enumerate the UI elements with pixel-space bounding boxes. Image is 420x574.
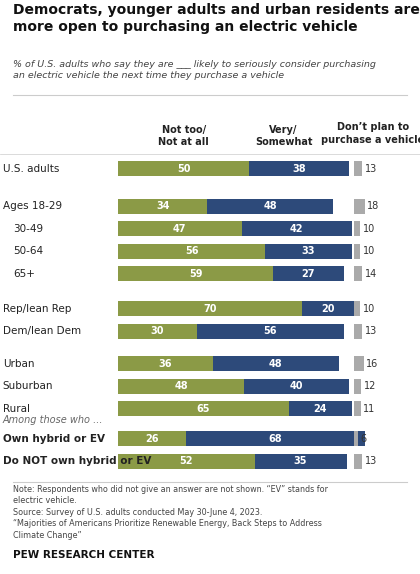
Text: 48: 48 xyxy=(174,381,188,391)
Bar xyxy=(213,356,339,371)
Text: Dem/lean Dem: Dem/lean Dem xyxy=(3,326,81,336)
Bar xyxy=(354,161,362,176)
Bar xyxy=(302,301,354,316)
Text: 56: 56 xyxy=(185,246,198,256)
Bar xyxy=(118,161,249,176)
Text: 27: 27 xyxy=(302,269,315,278)
Text: 65+: 65+ xyxy=(13,269,35,278)
Text: 47: 47 xyxy=(173,224,186,234)
Text: 14: 14 xyxy=(365,269,377,278)
Bar xyxy=(289,401,352,416)
Text: 10: 10 xyxy=(363,224,375,234)
Text: Among those who ...: Among those who ... xyxy=(3,415,103,425)
Text: Rep/lean Rep: Rep/lean Rep xyxy=(3,304,71,314)
Text: 38: 38 xyxy=(292,164,306,173)
Bar xyxy=(118,454,255,469)
Text: Note: Respondents who did not give an answer are not shown. “EV” stands for
elec: Note: Respondents who did not give an an… xyxy=(13,485,328,540)
Bar xyxy=(354,199,365,214)
Text: Do NOT own hybrid or EV: Do NOT own hybrid or EV xyxy=(3,456,151,467)
Bar xyxy=(207,199,333,214)
Text: 26: 26 xyxy=(145,434,159,444)
Bar xyxy=(118,356,213,371)
Text: 36: 36 xyxy=(159,359,172,369)
Bar xyxy=(186,432,365,447)
Text: 56: 56 xyxy=(264,326,277,336)
Bar xyxy=(354,454,362,469)
Text: 48: 48 xyxy=(264,201,277,211)
Text: 68: 68 xyxy=(269,434,282,444)
Text: Not too/
Not at all: Not too/ Not at all xyxy=(158,125,209,148)
Text: 13: 13 xyxy=(365,164,377,173)
Text: 24: 24 xyxy=(313,404,327,414)
Bar xyxy=(118,301,302,316)
Bar xyxy=(354,401,361,416)
Text: 59: 59 xyxy=(189,269,202,278)
Bar xyxy=(118,324,197,339)
Bar xyxy=(118,199,207,214)
Bar xyxy=(354,266,362,281)
Text: Ages 18-29: Ages 18-29 xyxy=(3,201,62,211)
Text: 16: 16 xyxy=(366,359,378,369)
Text: Democrats, younger adults and urban residents are
more open to purchasing an ele: Democrats, younger adults and urban resi… xyxy=(13,3,420,34)
Text: 10: 10 xyxy=(363,304,375,314)
Bar xyxy=(354,432,358,447)
Text: U.S. adults: U.S. adults xyxy=(3,164,59,173)
Text: % of U.S. adults who say they are ___ likely to seriously consider purchasing
an: % of U.S. adults who say they are ___ li… xyxy=(13,60,375,80)
Text: 18: 18 xyxy=(368,201,380,211)
Bar xyxy=(273,266,344,281)
Text: Rural: Rural xyxy=(3,404,30,414)
Bar xyxy=(118,221,242,236)
Text: 52: 52 xyxy=(180,456,193,467)
Bar xyxy=(118,379,244,394)
Text: 11: 11 xyxy=(363,404,375,414)
Text: 12: 12 xyxy=(364,381,376,391)
Text: PEW RESEARCH CENTER: PEW RESEARCH CENTER xyxy=(13,550,154,560)
Text: 34: 34 xyxy=(156,201,170,211)
Text: 33: 33 xyxy=(302,246,315,256)
Text: 50-64: 50-64 xyxy=(13,246,43,256)
Bar xyxy=(265,243,352,259)
Text: 10: 10 xyxy=(363,246,375,256)
Bar xyxy=(249,161,349,176)
Bar xyxy=(241,221,352,236)
Text: 70: 70 xyxy=(203,304,217,314)
Text: 6: 6 xyxy=(360,434,367,444)
Bar xyxy=(118,401,289,416)
Bar xyxy=(354,221,360,236)
Bar xyxy=(354,301,360,316)
Bar xyxy=(354,356,364,371)
Text: 30: 30 xyxy=(151,326,164,336)
Text: Suburban: Suburban xyxy=(3,381,53,391)
Text: Don’t plan to
purchase a vehicle: Don’t plan to purchase a vehicle xyxy=(321,122,420,145)
Bar xyxy=(118,243,265,259)
Bar xyxy=(244,379,349,394)
Bar xyxy=(118,432,186,447)
Bar xyxy=(197,324,344,339)
Bar xyxy=(255,454,346,469)
Text: 40: 40 xyxy=(290,381,303,391)
Text: 20: 20 xyxy=(321,304,335,314)
Text: 65: 65 xyxy=(197,404,210,414)
Text: 35: 35 xyxy=(294,456,307,467)
Text: 13: 13 xyxy=(365,456,377,467)
Text: Urban: Urban xyxy=(3,359,34,369)
Text: 48: 48 xyxy=(269,359,282,369)
Text: 42: 42 xyxy=(290,224,303,234)
Bar xyxy=(354,243,360,259)
Bar xyxy=(118,266,273,281)
Text: Very/
Somewhat: Very/ Somewhat xyxy=(255,125,312,148)
Text: 13: 13 xyxy=(365,326,377,336)
Bar xyxy=(354,324,362,339)
Text: 30-49: 30-49 xyxy=(13,224,43,234)
Text: 50: 50 xyxy=(177,164,191,173)
Bar xyxy=(354,379,361,394)
Text: Own hybrid or EV: Own hybrid or EV xyxy=(3,434,105,444)
